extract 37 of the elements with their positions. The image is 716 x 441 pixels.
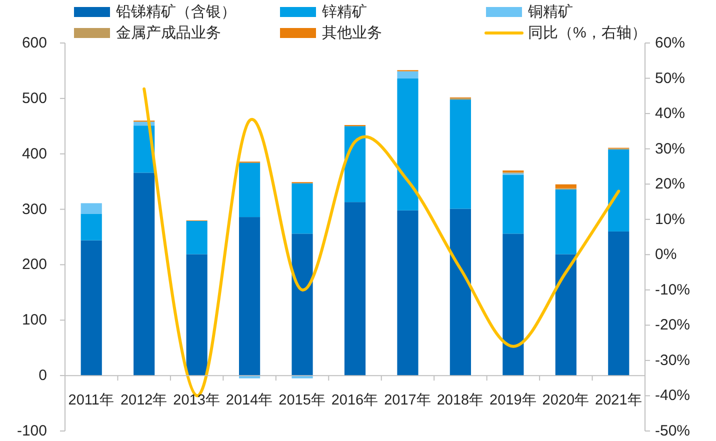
y2-tick-label: 20% (655, 176, 686, 193)
y2-tick-label: -50% (655, 422, 690, 440)
y-tick-label: 600 (22, 34, 47, 52)
y-tick-label: 500 (22, 90, 47, 107)
y-tick-label: -100 (16, 422, 47, 440)
x-tick-label: 2011年 (68, 392, 114, 409)
x-tick-label: 2021年 (595, 392, 642, 409)
y2-tick-label: -40% (655, 387, 690, 404)
y2-tick-label: 60% (655, 34, 686, 52)
x-tick-label: 2013年 (173, 392, 220, 409)
y2-tick-label: -30% (655, 352, 690, 369)
x-tick-label: 2019年 (490, 392, 537, 409)
y2-tick-label: -10% (655, 281, 690, 298)
y-tick-label: 100 (22, 312, 47, 329)
y2-tick-label: 40% (655, 105, 686, 122)
legend-label: 金属产成品业务 (116, 24, 221, 42)
x-tick-label: 2020年 (542, 392, 590, 409)
legend-label: 铜精矿 (527, 4, 573, 20)
legend-label: 锌精矿 (321, 4, 367, 20)
x-tick-label: 2018年 (436, 392, 484, 409)
legend-label: 同比（%，右轴） (528, 24, 646, 42)
y-tick-label: 200 (22, 256, 47, 274)
legend-label: 铅锑精矿（含银） (115, 4, 236, 20)
y-tick-label: 300 (22, 200, 47, 218)
x-tick-label: 2015年 (278, 392, 326, 409)
y2-tick-label: 30% (655, 140, 686, 158)
y2-tick-label: 0% (655, 246, 677, 264)
y2-tick-label: 10% (655, 210, 686, 228)
x-tick-label: 2016年 (331, 392, 379, 409)
y2-tick-label: 50% (655, 70, 686, 87)
y-tick-label: 400 (22, 145, 47, 162)
x-tick-label: 2014年 (226, 392, 274, 409)
x-tick-label: 2012年 (120, 392, 168, 409)
x-tick-label: 2017年 (384, 392, 432, 409)
y2-tick-label: -20% (655, 316, 690, 334)
legend-label: 其他业务 (322, 24, 382, 42)
y-tick-label: 0 (38, 367, 47, 384)
